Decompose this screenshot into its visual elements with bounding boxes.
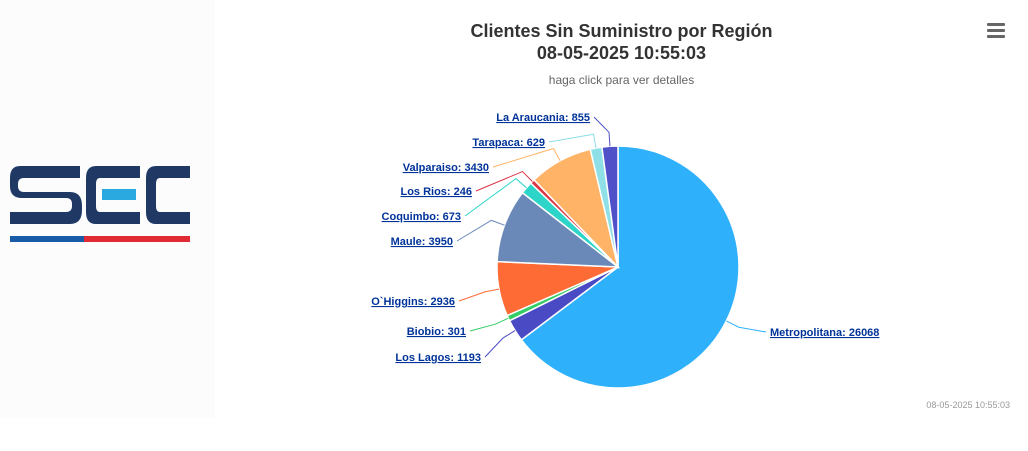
chart-credit-timestamp: 08-05-2025 10:55:03: [926, 400, 1010, 410]
pie-slice-metropolitana[interactable]: [520, 145, 740, 389]
chart-title-line2: 08-05-2025 10:55:03: [536, 43, 707, 63]
connector-line: [458, 288, 500, 302]
connector-line: [593, 116, 611, 147]
data-label[interactable]: Biobio: 301: [407, 326, 466, 338]
pie-slice-maule[interactable]: [496, 191, 621, 268]
connector-line: [726, 320, 767, 333]
data-label[interactable]: Coquimbo: 673: [382, 211, 461, 223]
data-label[interactable]: Los Lagos: 1193: [395, 352, 481, 364]
data-label[interactable]: Maule: 3950: [391, 236, 453, 248]
hamburger-menu-icon[interactable]: [987, 23, 1005, 41]
data-label[interactable]: La Araucania: 855: [496, 112, 590, 124]
chart-title-line1: Clientes Sin Suministro por Región: [470, 21, 773, 41]
connector-line: [484, 330, 516, 358]
connector-line: [548, 133, 597, 149]
logo-panel: [0, 0, 215, 418]
connector-line: [464, 178, 527, 217]
chart-subtitle: haga click para ver detalles: [548, 73, 695, 87]
data-label[interactable]: Valparaiso: 3430: [403, 162, 489, 174]
chart-title: Clientes Sin Suministro por Región 08-05…: [215, 20, 1028, 64]
connector-line: [469, 317, 509, 332]
connector-line: [456, 219, 505, 242]
data-label[interactable]: Tarapaca: 629: [472, 137, 545, 149]
data-label[interactable]: Los Rios: 246: [400, 186, 472, 198]
sec-logo: [10, 166, 190, 242]
pie-chart: Metropolitana: 26068 Los Lagos: 1193 Biobi…: [371, 112, 879, 389]
data-label[interactable]: O`Higgins: 2936: [371, 296, 455, 308]
connector-line: [475, 170, 533, 192]
data-label[interactable]: Metropolitana: 26068: [770, 327, 879, 339]
connector-line: [492, 147, 561, 168]
chart-container: Clientes Sin Suministro por Región 08-05…: [215, 0, 1028, 451]
